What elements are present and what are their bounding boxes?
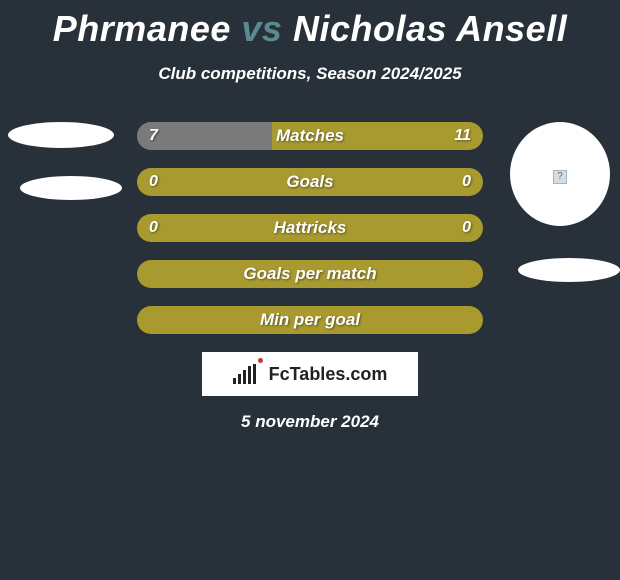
player2-name: Nicholas Ansell <box>293 8 567 49</box>
player1-name: Phrmanee <box>53 8 231 49</box>
stat-row-goals-per-match: Goals per match <box>137 260 483 288</box>
comparison-title: Phrmanee vs Nicholas Ansell <box>0 0 620 50</box>
stat-row-hattricks: 00Hattricks <box>137 214 483 242</box>
stat-label: Matches <box>137 122 483 150</box>
date-text: 5 november 2024 <box>0 412 620 432</box>
stat-label: Hattricks <box>137 214 483 242</box>
stats-area: ? 711Matches 00Goals 00Hattricks Goals per … <box>0 122 620 432</box>
stat-row-goals: 00Goals <box>137 168 483 196</box>
left-avatar-ellipse-2 <box>20 176 122 200</box>
vs-separator: vs <box>241 8 282 49</box>
stat-row-min-per-goal: Min per goal <box>137 306 483 334</box>
stat-row-matches: 711Matches <box>137 122 483 150</box>
fctables-logo: FcTables.com <box>202 352 418 396</box>
logo-dot-icon <box>258 358 263 363</box>
left-avatar-ellipse-1 <box>8 122 114 148</box>
subtitle: Club competitions, Season 2024/2025 <box>0 64 620 84</box>
stat-label: Goals per match <box>137 260 483 288</box>
stat-label: Goals <box>137 168 483 196</box>
logo-bars-icon <box>233 364 256 384</box>
stat-label: Min per goal <box>137 306 483 334</box>
stat-bars: 711Matches 00Goals 00Hattricks Goals per ma… <box>137 122 483 334</box>
avatar-placeholder-icon: ? <box>553 170 567 184</box>
right-avatar-ellipse <box>518 258 620 282</box>
logo-text: FcTables.com <box>269 364 388 385</box>
